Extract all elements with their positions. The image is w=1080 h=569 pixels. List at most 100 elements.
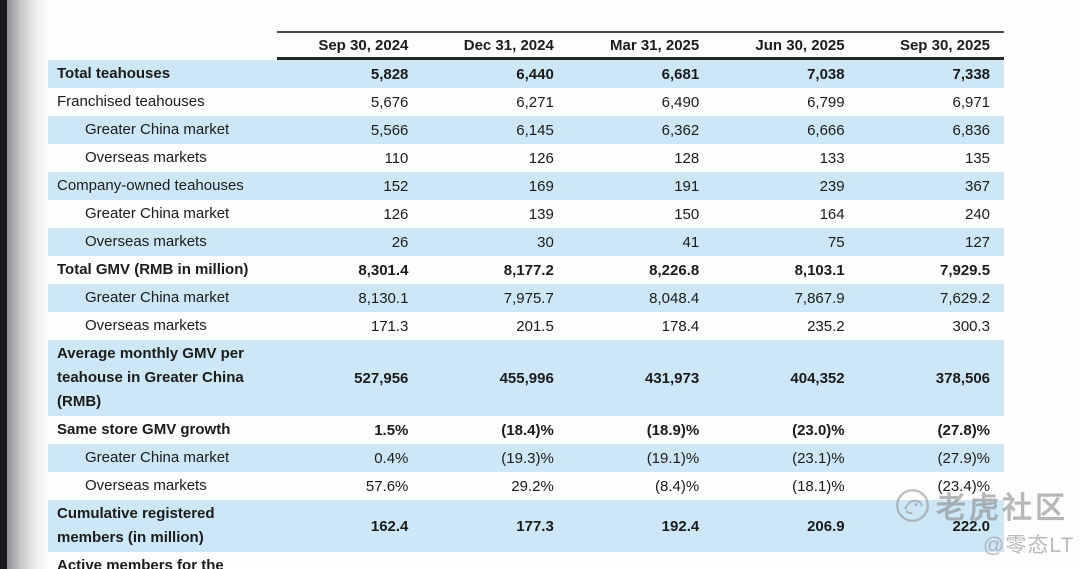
table-row: Greater China market 5,566 6,145 6,362 6,666… (48, 116, 1004, 144)
cell-value: 8,301.4 (358, 261, 409, 279)
cell-value: 8,048.4 (649, 289, 700, 307)
cell-value: 455,996 (499, 369, 554, 387)
cell-value: 6,666 (807, 121, 845, 139)
cell-value: 7,038 (807, 65, 845, 83)
cell-value: 169 (528, 177, 554, 195)
table-row: Total teahouses 5,828 6,440 6,681 7,038 7,338 (48, 60, 1004, 88)
cell-value: 57.6% (365, 477, 409, 495)
cell-value: 8,177.2 (503, 261, 554, 279)
cell-value: 5,828 (370, 65, 409, 83)
cell-value: 6,362 (661, 121, 700, 139)
cell-value: 29.2% (511, 477, 554, 495)
column-header: Mar 31, 2025 (567, 31, 714, 60)
cell-value: 7,629.2 (939, 289, 991, 307)
row-label: Franchised teahouses (57, 93, 205, 110)
cell-value: (8.4)% (655, 477, 700, 495)
cell-value: (23.0)% (792, 421, 845, 439)
cell-value: 6,971 (952, 93, 991, 111)
cell-value: (18.1)% (792, 477, 845, 495)
table-row: Greater China market 126 139 150 164 240 (48, 200, 1004, 228)
row-label: Company-owned teahouses (57, 177, 244, 194)
cell-value: 30 (537, 233, 554, 251)
cell-value: 367 (965, 177, 991, 195)
cell-value: (23.4)% (937, 477, 991, 495)
column-header: Sep 30, 2025 (858, 31, 1005, 60)
cell-value: 378,506 (935, 369, 991, 387)
cell-value: 235.2 (807, 317, 845, 335)
cell-value: 38.6 (713, 552, 858, 569)
cell-value: 6,490 (661, 93, 700, 111)
column-header: Sep 30, 2024 (277, 31, 423, 60)
left-edge-dark-strip (0, 0, 7, 569)
table-row: Active members for the period (in millio… (48, 552, 1004, 569)
cell-value: 239 (819, 177, 845, 195)
table-row: Franchised teahouses 5,676 6,271 6,490 6,799… (48, 88, 1004, 116)
cell-value: 8,130.1 (358, 289, 409, 307)
cell-value: 133 (819, 149, 845, 167)
cell-value: 7,975.7 (503, 289, 554, 307)
cell-value: 126 (528, 149, 554, 167)
table-row: Greater China market 8,130.1 7,975.7 8,048.… (48, 284, 1004, 312)
header-label-spacer (48, 31, 277, 60)
row-label: Active members for the period (in millio… (57, 557, 224, 569)
table-row: Company-owned teahouses 152 169 191 239 367 (48, 172, 1004, 200)
cell-value: 139 (528, 205, 554, 223)
row-label: Overseas markets (85, 317, 207, 334)
cell-value: 5,676 (370, 93, 409, 111)
row-label: Average monthly GMV per teahouse in Grea… (57, 345, 244, 410)
row-label: Greater China market (85, 121, 230, 138)
row-label: Cumulative registered members (in millio… (57, 505, 215, 546)
cell-value: 44.7 (277, 552, 422, 569)
table-row: Same store GMV growth 1.5% (18.4)% (18.9)% (… (48, 416, 1004, 444)
cell-value: 240 (965, 205, 991, 223)
table-row: Overseas markets 57.6% 29.2% (8.4)% (18.1)% (… (48, 472, 1004, 500)
table-row: Overseas markets 26 30 41 75 127 (48, 228, 1004, 256)
cell-value: (19.3)% (501, 449, 554, 467)
cell-value: 128 (674, 149, 700, 167)
cell-value: 178.4 (661, 317, 700, 335)
cell-value: 44.9 (568, 552, 713, 569)
cell-value: 0.4% (374, 449, 409, 467)
cell-value: 527,956 (354, 369, 409, 387)
cell-value: 191 (674, 177, 700, 195)
row-label: Same store GMV growth (57, 421, 231, 438)
cell-value: (18.9)% (646, 421, 700, 439)
cell-value: 7,338 (952, 65, 991, 83)
cell-value: 206.9 (807, 517, 845, 535)
cell-value: (27.9)% (937, 449, 991, 467)
cell-value: 135 (965, 149, 991, 167)
cell-value: 42.5 (422, 552, 567, 569)
cell-value: 431,973 (644, 369, 700, 387)
cell-value: 1.5% (374, 421, 409, 439)
row-label: Total GMV (RMB in million) (57, 261, 249, 278)
cell-value: 222.0 (952, 517, 991, 535)
cell-value: 127 (965, 233, 991, 251)
cell-value: 35.2 (859, 552, 1004, 569)
row-label: Greater China market (85, 205, 230, 222)
cell-value: 126 (383, 205, 409, 223)
left-edge-gradient (7, 0, 48, 569)
cell-value: 7,867.9 (794, 289, 845, 307)
cell-value: 6,681 (661, 65, 700, 83)
cell-value: 6,271 (516, 93, 554, 111)
cell-value: 192.4 (661, 517, 700, 535)
cell-value: 404,352 (790, 369, 845, 387)
cell-value: 6,145 (516, 121, 554, 139)
cell-value: 8,103.1 (794, 261, 845, 279)
cell-value: 152 (383, 177, 409, 195)
cell-value: 201.5 (516, 317, 554, 335)
cell-value: (23.1)% (792, 449, 845, 467)
table-row: Total GMV (RMB in million) 8,301.4 8,177.2… (48, 256, 1004, 284)
cell-value: 6,799 (807, 93, 845, 111)
row-label: Greater China market (85, 449, 230, 466)
cell-value: (19.1)% (646, 449, 700, 467)
cell-value: 26 (391, 233, 409, 251)
table-row: Average monthly GMV per teahouse in Grea… (48, 340, 1004, 416)
cell-value: 7,929.5 (939, 261, 991, 279)
table-header-row: Sep 30, 2024 Dec 31, 2024 Mar 31, 2025 Jun … (48, 31, 1005, 60)
cell-value: (27.8)% (937, 421, 991, 439)
cell-value: 8,226.8 (649, 261, 700, 279)
cell-value: 6,836 (952, 121, 991, 139)
cell-value: 110 (384, 149, 409, 167)
